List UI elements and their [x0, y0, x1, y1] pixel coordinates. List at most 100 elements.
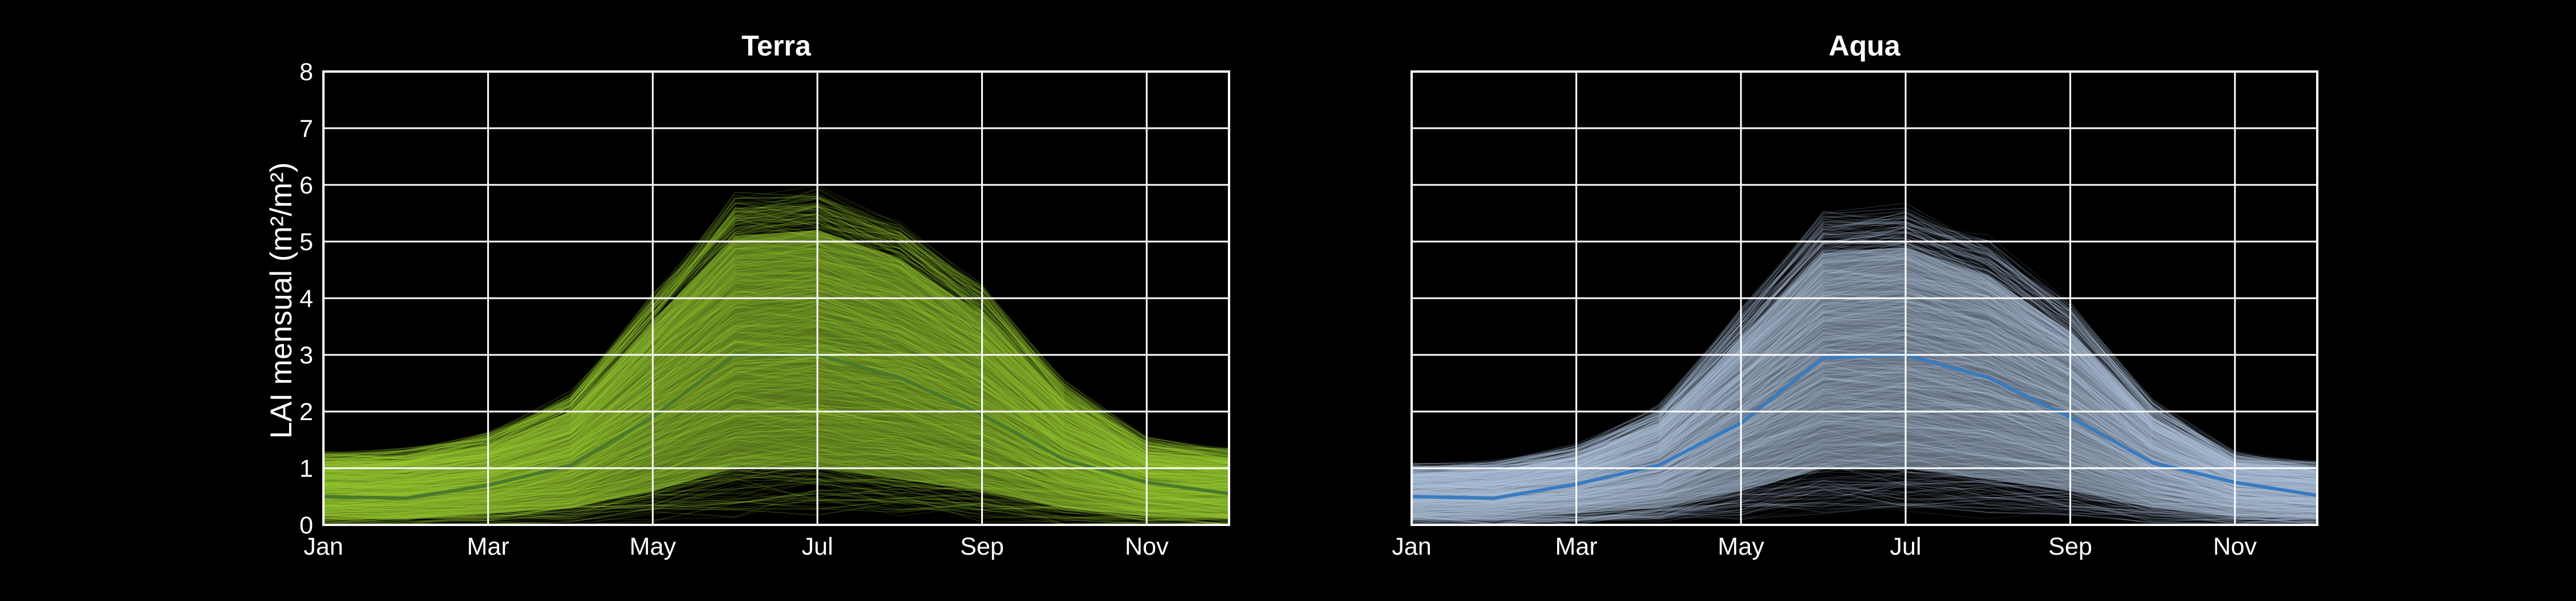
- series-trace: [323, 197, 1229, 460]
- series-trace: [1412, 485, 2317, 525]
- x-tick-label: Mar: [467, 533, 509, 560]
- series-trace: [1412, 222, 2317, 473]
- series-trace: [1412, 504, 2317, 525]
- y-tick-label: 1: [299, 455, 313, 483]
- series-trace: [1412, 497, 2317, 525]
- series-trace: [323, 222, 1229, 461]
- x-tick-label: Sep: [2048, 533, 2092, 560]
- series-trace: [1412, 503, 2317, 524]
- series-trace: [1412, 480, 2317, 524]
- series-trace: [1412, 483, 2317, 520]
- y-tick-label: 3: [299, 342, 313, 369]
- series-trace: [323, 188, 1229, 456]
- series-trace: [1412, 222, 2317, 470]
- series-trace: [323, 196, 1229, 459]
- series-trace: [323, 216, 1229, 462]
- series-trace: [323, 202, 1229, 461]
- series-trace: [1412, 485, 2317, 522]
- series-trace: [323, 203, 1229, 461]
- series-trace: [323, 213, 1229, 460]
- series-trace: [1412, 483, 2317, 525]
- series-trace: [323, 192, 1229, 456]
- series-trace: [323, 212, 1229, 456]
- series-trace: [1412, 483, 2317, 525]
- y-axis-label: LAI mensual (m²/m²): [264, 163, 298, 439]
- series-trace: [1412, 487, 2317, 525]
- series-trace: [1412, 213, 2317, 472]
- series-trace: [323, 207, 1229, 462]
- series-trace: [323, 211, 1229, 465]
- series-trace: [323, 203, 1229, 461]
- plot-frame: [322, 70, 1230, 526]
- series-trace: [1412, 215, 2317, 473]
- series-trace: [1412, 211, 2317, 466]
- series-trace: [323, 215, 1229, 463]
- series-trace: [323, 206, 1229, 462]
- chart-title: Terra: [741, 30, 812, 62]
- series-trace: [323, 197, 1229, 464]
- x-tick-label: Jul: [1890, 533, 1921, 560]
- series-trace: [323, 498, 1229, 525]
- series-trace: [1412, 487, 2317, 525]
- series-trace: [323, 192, 1229, 455]
- series-density-band: [323, 230, 1229, 520]
- series-trace: [323, 215, 1229, 459]
- series-trace: [323, 206, 1229, 459]
- series-trace: [323, 211, 1229, 462]
- series-trace: [1412, 489, 2317, 523]
- series-trace: [1412, 488, 2317, 525]
- series-trace: [323, 203, 1229, 457]
- series-trace: [1412, 219, 2317, 469]
- series-trace: [1412, 227, 2317, 470]
- x-tick-label: Sep: [960, 533, 1004, 560]
- series-trace: [323, 205, 1229, 462]
- series-trace: [1412, 219, 2317, 471]
- series-trace: [323, 214, 1229, 464]
- series-trace: [1412, 227, 2317, 473]
- series-trace: [1412, 232, 2317, 470]
- series-trace: [1412, 211, 2317, 471]
- plot-area: [323, 185, 1229, 525]
- series-trace: [1412, 232, 2317, 471]
- series-trace: [323, 206, 1229, 461]
- y-tick-label: 8: [299, 58, 313, 86]
- panel-terra: Terra Jan Mar May Jul Sep Nov 0 1 2 3 4 5 6 7 8: [299, 30, 1230, 560]
- series-trace: [323, 211, 1229, 462]
- series-trace: [1412, 217, 2317, 472]
- series-trace: [323, 215, 1229, 454]
- series-trace: [1412, 229, 2317, 478]
- series-trace: [323, 202, 1229, 458]
- series-trace: [1412, 212, 2317, 467]
- x-tick-label: May: [1718, 533, 1765, 560]
- x-tick-label: Nov: [2213, 533, 2257, 560]
- series-trace: [323, 490, 1229, 525]
- x-tick-label: Jan: [303, 533, 343, 560]
- series-trace: [1412, 496, 2317, 523]
- series-trace: [1412, 221, 2317, 472]
- series-trace: [323, 194, 1229, 464]
- series-trace: [1412, 212, 2317, 473]
- series-trace: [323, 187, 1229, 461]
- panel-aqua: Aqua Jan Mar May Jul Sep Nov: [1392, 30, 2318, 560]
- series-trace: [1412, 499, 2317, 525]
- series-trace: [323, 216, 1229, 460]
- series-trace: [1412, 484, 2317, 525]
- series-trace: [323, 500, 1229, 523]
- y-tick-label: 0: [299, 512, 313, 539]
- x-tick-label: Jul: [801, 533, 833, 560]
- x-tick-label: Jan: [1392, 533, 1431, 560]
- y-tick-label: 5: [299, 228, 313, 256]
- series-trace: [323, 478, 1229, 524]
- series-trace: [323, 198, 1229, 464]
- series-trace: [323, 473, 1229, 521]
- series-trace: [323, 205, 1229, 461]
- series-trace: [323, 196, 1229, 455]
- series-trace: [323, 206, 1229, 459]
- series-trace: [323, 199, 1229, 458]
- series-trace: [323, 197, 1229, 457]
- series-trace: [1412, 501, 2317, 525]
- plot-area: [1412, 202, 2317, 525]
- series-trace: [323, 195, 1229, 461]
- series-trace: [1412, 226, 2317, 472]
- series-trace: [1412, 248, 2317, 478]
